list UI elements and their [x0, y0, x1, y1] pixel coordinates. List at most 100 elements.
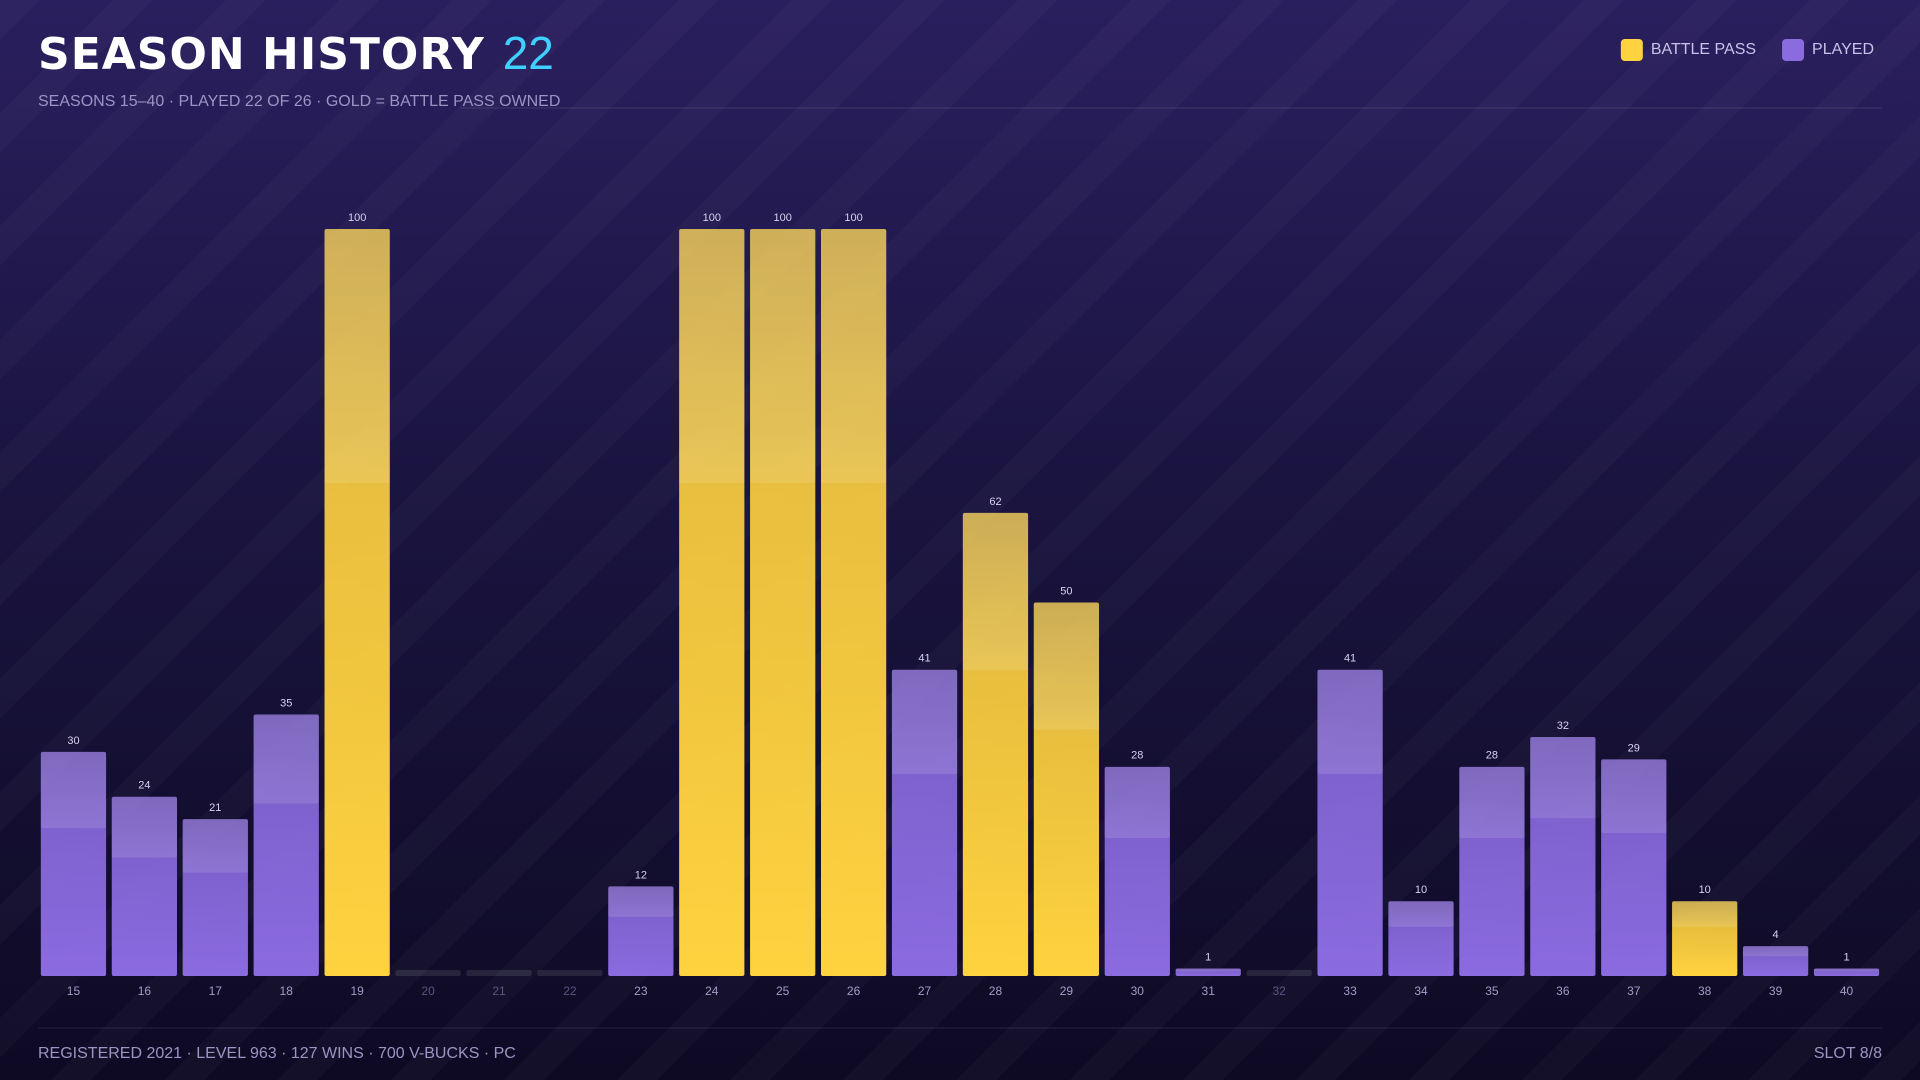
chart-title: SEASON HISTORY	[38, 29, 485, 80]
value-label: 21	[209, 802, 221, 814]
bar-shine	[891, 669, 958, 774]
bar	[1530, 736, 1596, 976]
bar-shine	[820, 229, 887, 483]
value-label: 100	[844, 212, 862, 224]
x-tick-label: 29	[1060, 984, 1074, 998]
x-tick-label: 32	[1272, 984, 1286, 998]
bar	[1672, 901, 1738, 976]
x-tick-label: 15	[67, 984, 81, 998]
value-label: 62	[989, 496, 1001, 508]
bar	[891, 669, 958, 976]
value-label: 35	[280, 697, 292, 709]
bar	[1317, 669, 1383, 976]
bar-shine	[111, 796, 178, 858]
bar	[182, 819, 248, 976]
value-label: 10	[1415, 884, 1427, 896]
empty-slot	[1246, 970, 1312, 976]
bar-shine	[182, 819, 248, 873]
value-label: 28	[1486, 750, 1498, 762]
value-label: 32	[1557, 720, 1569, 732]
bar	[40, 751, 107, 976]
x-tick-label: 16	[138, 984, 152, 998]
bar	[1175, 968, 1241, 976]
x-tick-label: 33	[1343, 984, 1357, 998]
x-tick-label: 22	[563, 984, 577, 998]
bar	[253, 714, 319, 976]
bar-shine	[679, 229, 745, 483]
value-label: 4	[1773, 929, 1779, 941]
bar	[1388, 901, 1454, 976]
value-label: 41	[918, 653, 930, 665]
empty-slot	[395, 970, 461, 976]
bar-shine	[1033, 602, 1100, 730]
x-tick-label: 36	[1556, 984, 1570, 998]
bar	[111, 796, 178, 976]
value-label: 30	[67, 735, 79, 747]
bar	[1104, 766, 1170, 976]
x-tick-label: 31	[1202, 984, 1216, 998]
x-tick-label: 19	[350, 984, 364, 998]
value-label: 50	[1060, 585, 1072, 597]
bar-shine	[608, 886, 674, 917]
subtitle: SEASONS 15–40 · PLAYED 22 OF 26 · GOLD =…	[38, 93, 560, 110]
value-label: 1	[1205, 951, 1211, 963]
bar-shine	[324, 229, 390, 483]
bar	[820, 229, 887, 976]
x-tick-label: 34	[1414, 984, 1428, 998]
legend-swatch	[1782, 39, 1805, 61]
bar-shine	[1317, 669, 1383, 774]
legend-label: BATTLE PASS	[1651, 41, 1756, 58]
bar-shine	[1104, 766, 1170, 838]
value-label: 100	[703, 212, 721, 224]
slot-info: SLOT 8/8	[1814, 1045, 1882, 1062]
value-label: 24	[138, 780, 150, 792]
x-tick-label: 17	[209, 984, 223, 998]
bar	[962, 512, 1029, 976]
bar-shine	[1388, 901, 1454, 927]
x-tick-label: 38	[1698, 984, 1712, 998]
bar	[1742, 946, 1809, 976]
bar	[679, 229, 745, 976]
footer-info: REGISTERED 2021 · LEVEL 963 · 127 WINS ·…	[38, 1045, 516, 1062]
bar-shine	[750, 229, 816, 483]
bar-shine	[1175, 968, 1241, 972]
x-tick-label: 18	[280, 984, 294, 998]
bar-shine	[1672, 901, 1738, 927]
bar-shine	[1530, 736, 1596, 819]
value-label: 100	[348, 212, 366, 224]
x-tick-label: 23	[634, 984, 648, 998]
bar	[750, 229, 816, 976]
value-label: 10	[1699, 884, 1711, 896]
x-tick-label: 28	[989, 984, 1003, 998]
bar	[608, 886, 674, 976]
empty-slot	[537, 970, 603, 976]
value-label: 100	[774, 212, 792, 224]
bar	[324, 229, 390, 976]
bar-shine	[253, 714, 319, 804]
bar	[1459, 766, 1525, 976]
bar-shine	[1813, 968, 1880, 972]
x-tick-label: 26	[847, 984, 861, 998]
value-label: 29	[1628, 742, 1640, 754]
legend-label: PLAYED	[1812, 41, 1874, 58]
value-label: 28	[1131, 750, 1143, 762]
x-tick-label: 40	[1840, 984, 1854, 998]
x-tick-label: 30	[1131, 984, 1145, 998]
x-tick-label: 39	[1769, 984, 1783, 998]
x-tick-label: 35	[1485, 984, 1499, 998]
x-tick-label: 20	[421, 984, 435, 998]
value-label: 41	[1344, 653, 1356, 665]
x-tick-label: 37	[1627, 984, 1641, 998]
x-tick-label: 21	[492, 984, 506, 998]
bar-shine	[1601, 759, 1667, 834]
bar-shine	[40, 751, 107, 829]
bar	[1601, 759, 1667, 976]
x-tick-label: 27	[918, 984, 932, 998]
title-count: 22	[503, 27, 554, 79]
bar	[1033, 602, 1100, 976]
bar-shine	[962, 512, 1029, 671]
bar-shine	[1742, 946, 1809, 957]
x-tick-label: 25	[776, 984, 790, 998]
